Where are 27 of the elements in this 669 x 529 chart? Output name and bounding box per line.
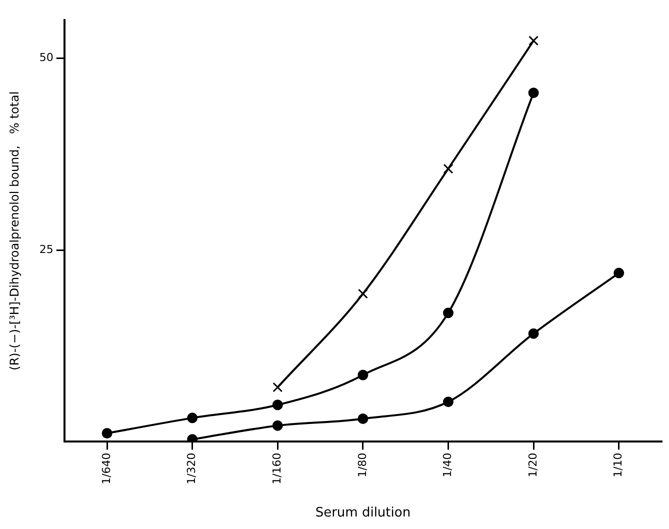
point (443, 396, 454, 408)
point (528, 36, 539, 46)
x-tick-label: 1/640 (100, 452, 113, 484)
y-axis-title: (R)-(−)-[³H]-Dihydroalprenolol bound, % total (7, 91, 22, 370)
point (358, 288, 368, 299)
point (272, 382, 283, 392)
point (528, 328, 539, 339)
y-tick-label: 25 (39, 242, 54, 256)
point (358, 370, 368, 380)
point (187, 412, 198, 424)
point (358, 413, 368, 424)
x-tick-label: 1/40 (441, 452, 454, 478)
x-tick-label: 1/160 (270, 452, 284, 484)
point (443, 164, 454, 174)
x-tick-label: 1/20 (526, 452, 540, 478)
y-tick-label: 50 (39, 51, 54, 64)
point (614, 268, 624, 278)
point (272, 420, 283, 431)
point (187, 434, 198, 442)
point (272, 400, 283, 410)
point (443, 308, 454, 318)
x-tick-label: 1/320 (185, 452, 198, 484)
x-tick-label: 1/80 (356, 452, 369, 478)
x-axis-title: Serum dilution (315, 506, 411, 521)
x-tick-label: 1/10 (612, 452, 625, 478)
point (102, 428, 112, 439)
point (528, 88, 539, 98)
